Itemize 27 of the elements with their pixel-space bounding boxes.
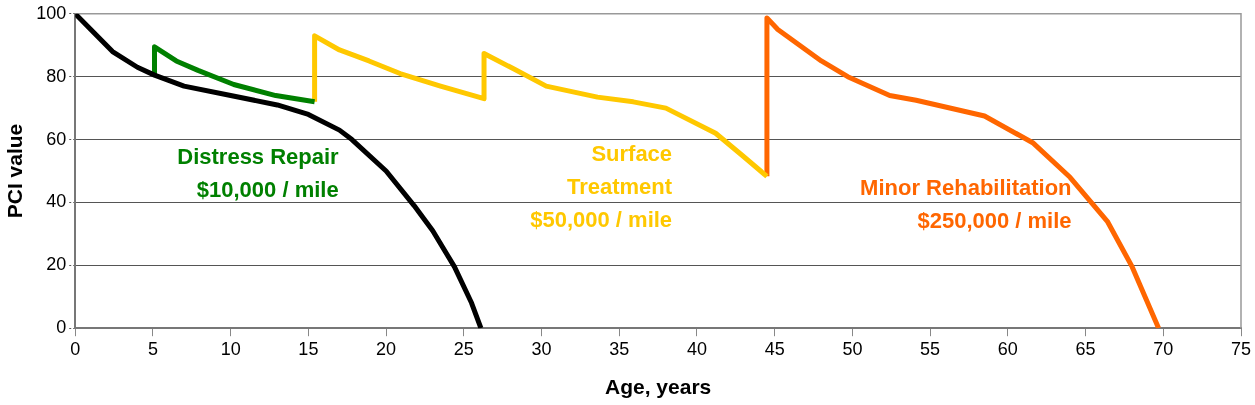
x-tick-label: 30	[531, 338, 552, 359]
x-tick-label: 70	[1153, 338, 1174, 359]
x-tick-label: 45	[764, 338, 785, 359]
series-label: Minor Rehabilitation $250,000 / mile	[860, 174, 1072, 233]
x-axis-title: Age, years	[605, 375, 712, 399]
y-axis-title: PCI value	[3, 123, 27, 219]
y-tick-label: 0	[56, 317, 67, 338]
x-tick-label: 75	[1230, 338, 1252, 359]
x-tick-label: 20	[376, 338, 397, 359]
y-tick-label: 20	[46, 254, 67, 275]
y-tick-label: 40	[46, 191, 67, 212]
x-tick-label: 65	[1075, 338, 1096, 359]
x-tick-label: 0	[70, 338, 81, 359]
x-tick-label: 15	[298, 338, 319, 359]
x-tick-label: 50	[842, 338, 863, 359]
x-tick-label: 40	[686, 338, 707, 359]
x-tick-label: 25	[453, 338, 474, 359]
text: Distress Repair $10,000 / mile	[177, 143, 340, 202]
y-tick-label: 100	[36, 2, 67, 23]
x-tick-label: 55	[920, 338, 941, 359]
x-tick-label: 35	[609, 338, 630, 359]
y-tick-label: 80	[46, 65, 67, 86]
x-tick-label: 5	[147, 338, 158, 359]
y-tick-label: 60	[46, 128, 67, 149]
x-tick-label: 60	[997, 338, 1018, 359]
series-label: Surface Treatment $50,000 / mile	[530, 141, 673, 233]
x-tick-label: 10	[220, 338, 241, 359]
